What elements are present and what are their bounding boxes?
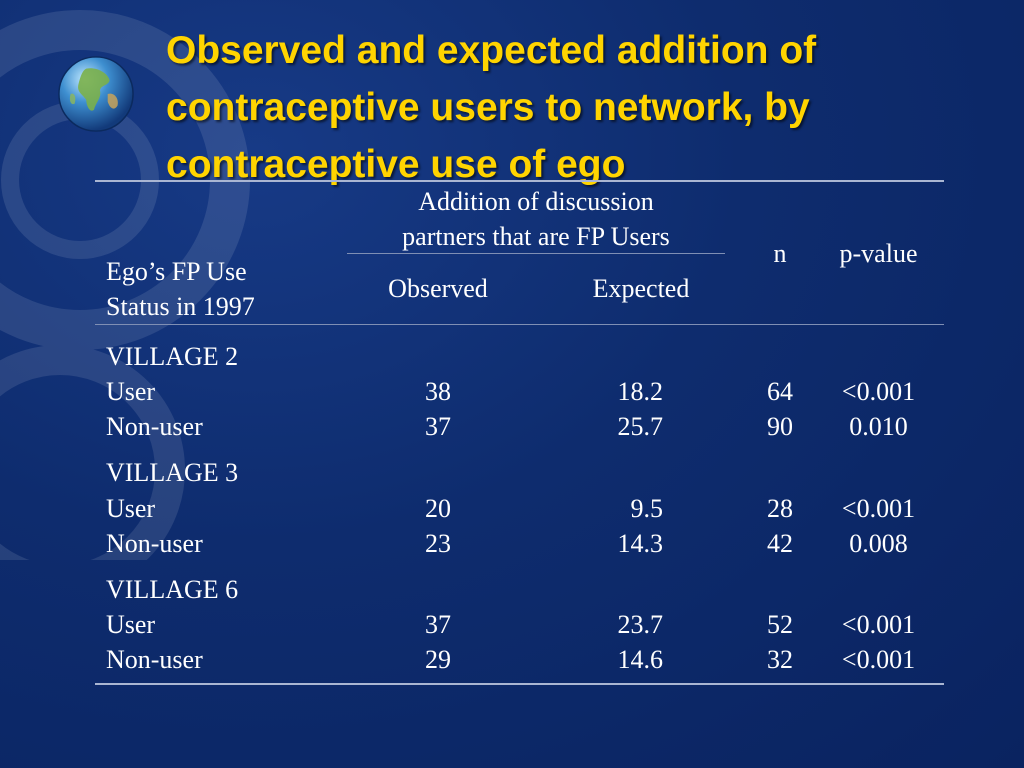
pvalue-value: <0.001 [841,494,916,523]
n-value: 64 [767,377,793,406]
expected-value: 25.7 [617,412,664,441]
observed-value: 37 [425,610,451,639]
header-bottom-rule [95,324,944,325]
slide-title: Observed and expected addition of contra… [166,22,986,193]
observed-value: 23 [425,529,451,558]
expected-header: Expected [592,274,690,303]
row-label: Non-user [106,529,203,558]
village-label: VILLAGE 6 [106,575,239,604]
n-value: 42 [767,529,793,558]
pvalue-header: p-value [839,239,918,268]
expected-value: 18.2 [617,377,664,406]
row-label: Non-user [106,645,203,674]
header-text: Addition of discussion [418,187,654,216]
table-bottom-rule [95,683,944,685]
row-label-header: Ego’s FP Use Status in 1997 [106,254,255,324]
expected-value: 14.6 [617,645,664,674]
title-line: contraceptive use of ego [166,143,626,186]
row-label: Non-user [106,412,203,441]
header-text: partners that are FP Users [402,222,670,251]
village-label: VILLAGE 3 [106,458,239,487]
observed-value: 29 [425,645,451,674]
row-label: User [106,494,156,523]
n-value: 28 [767,494,793,523]
header-text: Status in 1997 [106,292,255,321]
group-header-rule [347,253,725,254]
expected-value: 14.3 [617,529,664,558]
n-value: 32 [767,645,793,674]
pvalue-value: <0.001 [841,377,916,406]
title-line: contraceptive users to network, by [166,86,810,129]
header-text: Ego’s FP Use [106,257,247,286]
village-label: VILLAGE 2 [106,342,239,371]
row-label: User [106,377,156,406]
pvalue-value: 0.010 [849,412,908,441]
observed-header: Observed [388,274,488,303]
pvalue-value: <0.001 [841,610,916,639]
expected-value: 23.7 [617,610,664,639]
group-header: Addition of discussion partners that are… [347,184,725,254]
expected-value: 9.5 [630,494,664,523]
n-value: 90 [767,412,793,441]
n-value: 52 [767,610,793,639]
n-header: n [773,239,787,268]
pvalue-value: 0.008 [849,529,908,558]
results-table: Ego’s FP Use Status in 1997 Addition of … [95,180,944,686]
pvalue-value: <0.001 [841,645,916,674]
row-label: User [106,610,156,639]
title-line: Observed and expected addition of [166,29,817,72]
globe-icon [58,56,134,132]
observed-value: 20 [425,494,451,523]
observed-value: 37 [425,412,451,441]
table-top-rule [95,180,944,182]
observed-value: 38 [425,377,451,406]
